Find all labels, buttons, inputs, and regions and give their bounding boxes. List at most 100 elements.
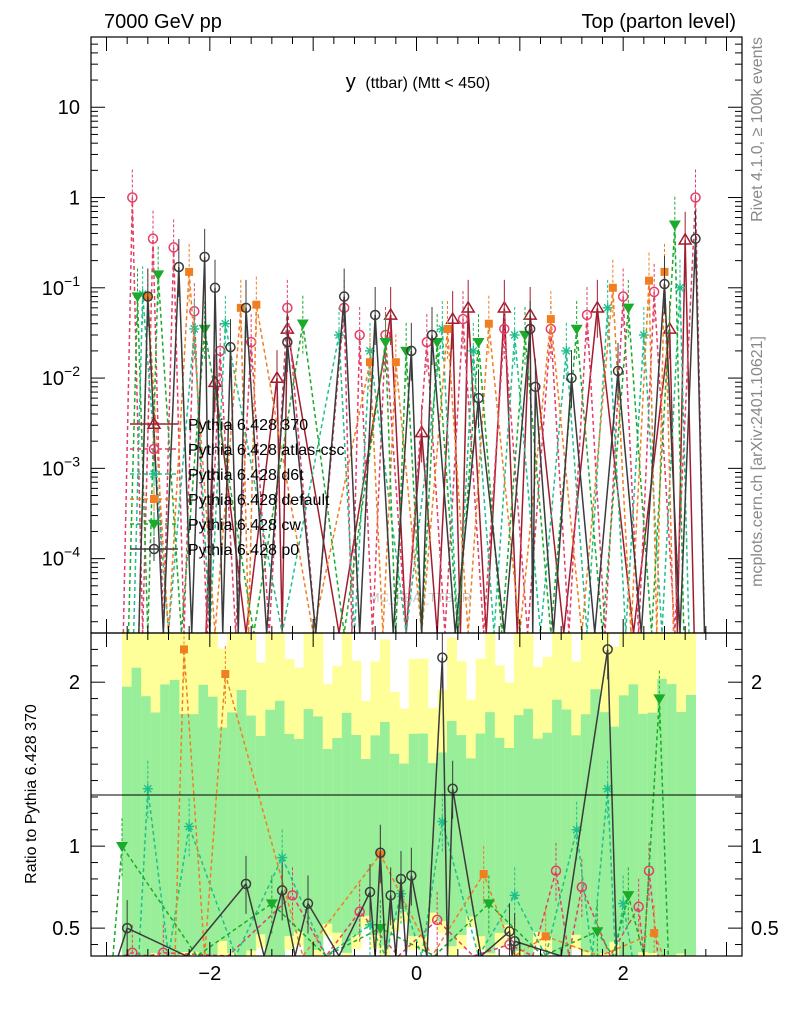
band-green (294, 739, 305, 932)
ratio-series-1-line (123, 870, 659, 956)
band-green (685, 694, 696, 956)
band-green (647, 712, 658, 953)
upper-series-5-point-13 (530, 381, 541, 393)
upper-series-0-point-5 (445, 311, 460, 325)
upper-series-1-point-17 (690, 192, 701, 203)
upper-series-4-point-9 (570, 324, 583, 335)
ratio-series-5-point-4 (364, 886, 376, 898)
band-green (638, 713, 649, 952)
band-green (475, 733, 486, 937)
ratio-series-4-point-4 (591, 927, 604, 938)
band-green (188, 714, 199, 952)
ratio-series-5-point-7 (395, 873, 407, 885)
upper-series-1-point-8 (354, 329, 365, 341)
ratio-series-2-point-6 (509, 890, 520, 901)
ratio-series-2-point-9 (618, 898, 629, 909)
band-green (150, 712, 161, 954)
band-green (255, 736, 266, 935)
upper-ytick-label-5: 10−4 (42, 544, 80, 571)
upper-series-0-point-0 (207, 374, 223, 388)
ratio-ytick-label-right-2: 0.5 (751, 918, 779, 940)
band-green (332, 738, 343, 933)
band-green (303, 709, 314, 956)
legend-entry-3: Pythia 6.428 default (130, 487, 330, 511)
band-green (160, 684, 171, 956)
upper-series-1-point-6 (282, 302, 293, 314)
band-green (628, 684, 639, 956)
upper-series-1-point-11 (457, 313, 469, 325)
ratio-series-5 (117, 633, 618, 956)
band-green (217, 727, 228, 941)
upper-series-1-point-16 (648, 286, 660, 298)
legend-marker-1 (148, 443, 160, 455)
upper-series-5-point-3 (209, 282, 221, 294)
upper-series-4-point-10 (622, 303, 635, 314)
band-green (523, 708, 534, 956)
ratio-series-1-point-6 (550, 865, 562, 876)
ratio-series-3-point-1 (221, 669, 230, 678)
upper-series-2-point-6 (468, 345, 479, 356)
ratio-series-1-point-0 (127, 947, 138, 956)
upper-series-4-point-2 (198, 324, 211, 335)
band-green (552, 699, 563, 956)
ratio-series-3-point-3 (479, 870, 488, 879)
ratio-series-5-point-10 (447, 783, 458, 795)
band-green (351, 734, 362, 936)
ratio-series-1-point-7 (576, 881, 588, 893)
band-green (619, 695, 630, 956)
ratio-series-3-point-4 (541, 932, 550, 941)
ratio-series (112, 633, 670, 956)
legend-entry-4: Pythia 6.428 cw (130, 512, 301, 536)
ratio-series-1-point-8 (633, 901, 644, 913)
upper-series-3-point-4 (366, 358, 374, 367)
ratio-series-4-point-5 (622, 891, 635, 902)
upper-series-4 (127, 196, 685, 633)
upper-series-4-point-3 (296, 319, 309, 330)
band-green (246, 715, 257, 951)
band-green (533, 738, 544, 933)
ratio-series-1-point-3 (354, 906, 365, 917)
band-green (676, 711, 687, 954)
upper-series-5-point-6 (282, 336, 293, 348)
upper-series-1-point-0 (127, 192, 138, 203)
ratio-ylabel: Ratio to Pythia 6.428 370 (23, 704, 40, 884)
band-green (380, 721, 391, 946)
legend-marker-5 (148, 543, 160, 555)
upper-series-2-point-11 (675, 282, 685, 293)
upper-series-5-point-14 (566, 372, 577, 384)
ratio-series-5-point-13 (602, 644, 613, 655)
upper-series-2-point-9 (602, 302, 613, 313)
legend-marker-0 (146, 416, 162, 429)
ratio-series-3-point-0 (180, 645, 188, 654)
upper-ytick-label-3: 10−2 (42, 363, 80, 390)
ratio-ytick-label-left-1: 1 (69, 836, 80, 858)
band-green (599, 712, 610, 954)
upper-series (122, 169, 706, 633)
upper-series-4-point-1 (152, 270, 165, 281)
upper-series-5-point-8 (369, 309, 381, 321)
ratio-series-4-point-3 (482, 899, 495, 910)
upper-series-1-point-1 (147, 233, 159, 244)
band-green (208, 696, 219, 956)
ratio-series-5-point-1 (240, 878, 252, 890)
upper-series-2-point-3 (334, 330, 344, 340)
upper-series-5-point-16 (659, 278, 670, 290)
upper-series-3-point-3 (252, 300, 261, 309)
upper-series-2-point-2 (220, 318, 231, 329)
legend-label-1: Pythia 6.428 atlas-csc (188, 442, 345, 459)
band-green (341, 712, 352, 953)
upper-series-5-point-12 (524, 323, 536, 335)
upper-series-0-point-4 (414, 424, 429, 438)
upper-series-5-point-5 (240, 302, 252, 314)
legend-entry-2: Pythia 6.428 d6t (130, 462, 304, 486)
upper-series-3-point-7 (484, 319, 493, 328)
legend-marker-3 (150, 495, 158, 503)
upper-series-3-point-8 (546, 315, 555, 324)
ratio-series-1-point-2 (287, 890, 298, 901)
band-green (466, 758, 477, 917)
upper-series-3-point-9 (608, 283, 617, 292)
upper-series-5-point-1 (173, 261, 185, 273)
legend-label-2: Pythia 6.428 d6t (188, 467, 304, 484)
ratio-series-5-point-3 (302, 898, 314, 909)
